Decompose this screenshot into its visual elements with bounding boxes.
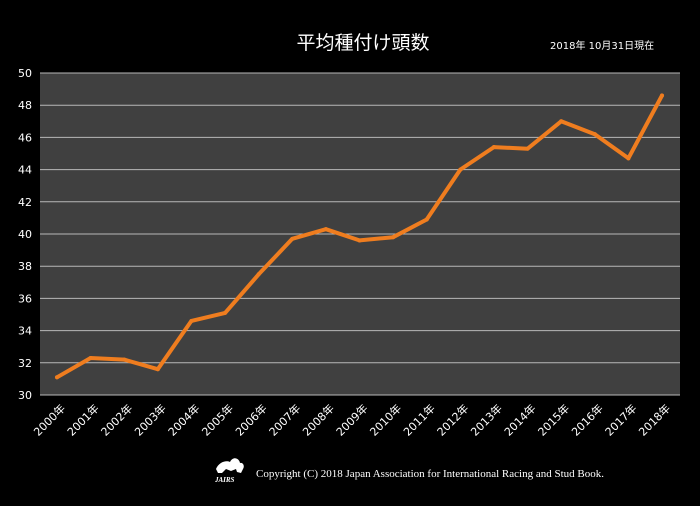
x-tick-label: 2009年	[333, 401, 370, 438]
data-point	[256, 272, 261, 277]
x-tick-label: 2001年	[64, 401, 101, 438]
data-point	[458, 167, 463, 172]
data-point	[223, 310, 228, 315]
x-tick-label: 2017年	[602, 401, 639, 438]
x-tick-label: 2004年	[165, 401, 202, 438]
chart-title: 平均種付け頭数	[296, 32, 429, 54]
data-point	[626, 156, 631, 161]
data-point	[55, 375, 59, 380]
data-point	[491, 145, 496, 150]
x-axis-ticks: 2000年2001年2002年2003年2004年2005年2006年2007年…	[31, 401, 673, 438]
data-point	[660, 93, 664, 98]
footer: JAIRS Copyright (C) 2018 Japan Associati…	[214, 458, 604, 484]
x-tick-label: 2005年	[199, 401, 236, 438]
gridlines	[40, 72, 680, 396]
data-point	[189, 318, 194, 323]
horse-logo-icon	[216, 458, 244, 473]
x-tick-label: 2006年	[232, 401, 269, 438]
data-point	[290, 236, 295, 241]
x-tick-label: 2007年	[266, 401, 303, 438]
x-tick-label: 2012年	[434, 401, 471, 438]
date-note: 2018年 10月31日現在	[550, 39, 654, 52]
y-tick-label: 50	[18, 67, 32, 80]
y-tick-label: 38	[18, 260, 32, 273]
y-tick-label: 44	[18, 164, 32, 177]
x-tick-label: 2016年	[568, 401, 605, 438]
x-tick-label: 2015年	[535, 401, 572, 438]
y-tick-label: 32	[18, 357, 32, 370]
x-tick-label: 2011年	[400, 401, 437, 438]
y-tick-label: 30	[18, 389, 32, 402]
y-tick-label: 34	[18, 325, 32, 338]
logo-text: JAIRS	[214, 476, 235, 484]
y-tick-label: 42	[18, 196, 32, 209]
y-tick-label: 46	[18, 131, 32, 144]
y-tick-label: 48	[18, 99, 32, 112]
data-point	[88, 355, 93, 360]
y-axis-ticks: 30 32 34 36 38 40 42 44 46 48 50	[18, 67, 32, 402]
data-point	[122, 357, 127, 362]
x-tick-label: 2002年	[98, 401, 135, 438]
data-point	[559, 119, 564, 124]
x-tick-label: 2018年	[636, 401, 673, 438]
data-point	[424, 217, 429, 222]
y-tick-label: 36	[18, 292, 32, 305]
data-point	[391, 235, 396, 240]
x-tick-label: 2008年	[300, 401, 337, 438]
data-point	[592, 132, 597, 137]
x-tick-label: 2013年	[468, 401, 505, 438]
x-tick-label: 2014年	[501, 401, 538, 438]
jairs-logo: JAIRS	[214, 458, 244, 484]
data-point	[525, 146, 530, 151]
x-tick-label: 2003年	[131, 401, 168, 438]
data-point	[357, 238, 362, 243]
data-point	[155, 367, 160, 372]
y-tick-label: 40	[18, 228, 32, 241]
x-tick-label: 2000年	[31, 401, 68, 438]
x-tick-label: 2010年	[367, 401, 404, 438]
data-point	[323, 227, 328, 232]
copyright-text: Copyright (C) 2018 Japan Association for…	[256, 468, 604, 480]
series-layer	[55, 93, 664, 380]
